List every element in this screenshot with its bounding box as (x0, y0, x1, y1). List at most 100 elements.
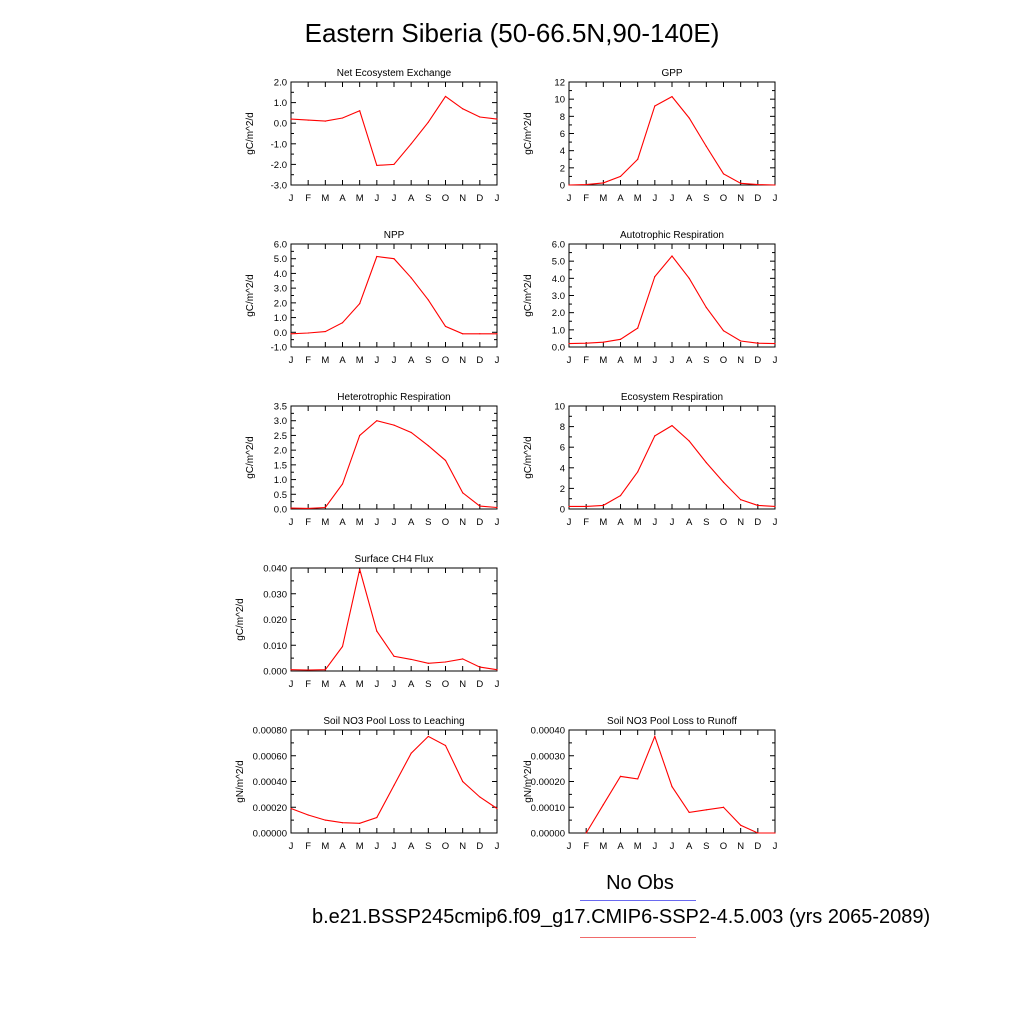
x-tick-label: N (737, 841, 744, 852)
data-point (359, 434, 361, 437)
data-point (637, 778, 639, 780)
data-point (619, 775, 622, 777)
x-tick-label: A (339, 355, 346, 366)
y-tick-label: 4.0 (552, 274, 565, 285)
y-tick-label: 3.5 (274, 402, 287, 413)
data-point (462, 780, 464, 783)
data-point (619, 175, 622, 178)
data-point (462, 333, 464, 335)
panel-title: Surface CH4 Flux (355, 554, 434, 565)
data-point (585, 505, 587, 508)
y-tick-label: 3.0 (274, 284, 287, 295)
y-tick-label: -1.0 (271, 343, 287, 354)
y-tick-label: 4 (560, 463, 565, 474)
data-point (688, 440, 690, 442)
data-point (410, 658, 412, 661)
x-tick-label: J (289, 355, 294, 366)
data-point (774, 342, 776, 345)
data-point (427, 662, 429, 664)
y-axis-label: gN/m^2/d (523, 760, 534, 803)
y-tick-label: 1.5 (274, 460, 287, 471)
x-tick-label: J (652, 517, 657, 528)
data-point (359, 302, 361, 305)
x-tick-label: A (686, 355, 693, 366)
x-tick-label: M (356, 679, 364, 690)
y-tick-label: 0.010 (263, 641, 287, 652)
x-tick-label: J (773, 841, 778, 852)
data-point (376, 255, 378, 258)
plot-frame (290, 405, 498, 510)
y-tick-label: 0.00080 (253, 726, 287, 737)
x-tick-label: J (374, 679, 379, 690)
x-tick-label: F (583, 841, 589, 852)
x-tick-label: N (459, 841, 466, 852)
x-tick-label: J (289, 841, 294, 852)
y-tick-label: 0.020 (263, 615, 287, 626)
x-tick-label: J (773, 355, 778, 366)
y-tick-label: 0.00040 (531, 726, 565, 737)
data-point (688, 811, 690, 814)
x-tick-label: M (356, 517, 364, 528)
x-tick-label: A (408, 517, 415, 528)
y-tick-label: 8 (560, 422, 565, 433)
y-tick-label: 0.00030 (531, 751, 565, 762)
x-tick-label: M (321, 355, 329, 366)
y-tick-label: 8 (560, 112, 565, 123)
x-tick-label: N (737, 355, 744, 366)
x-tick-label: D (754, 517, 761, 528)
x-tick-label: J (495, 517, 500, 528)
data-point (410, 431, 412, 434)
y-tick-label: 3.0 (274, 416, 287, 427)
data-point (602, 504, 604, 506)
x-tick-label: A (339, 841, 346, 852)
y-tick-label: 2.0 (552, 308, 565, 319)
y-axis-label: gC/m^2/d (523, 112, 534, 155)
data-point (359, 110, 361, 112)
data-point (462, 658, 464, 660)
x-tick-label: M (599, 517, 607, 528)
legend-obs-label: No Obs (606, 872, 674, 894)
y-tick-label: 0.040 (263, 564, 287, 575)
data-point (427, 735, 429, 738)
x-tick-label: J (670, 841, 675, 852)
x-tick-label: O (720, 355, 727, 366)
x-tick-label: D (476, 517, 483, 528)
x-tick-label: J (392, 193, 397, 204)
y-tick-label: 1.0 (274, 475, 287, 486)
y-tick-label: 0.00020 (531, 777, 565, 788)
data-point (324, 330, 326, 333)
data-point (496, 669, 498, 671)
x-tick-label: A (408, 679, 415, 690)
data-point (393, 655, 395, 657)
x-tick-label: J (495, 193, 500, 204)
x-tick-label: M (634, 841, 642, 852)
x-tick-label: N (737, 517, 744, 528)
x-tick-label: A (617, 517, 624, 528)
x-tick-label: M (321, 841, 329, 852)
data-point (393, 784, 395, 786)
data-point (376, 816, 378, 819)
x-tick-label: O (442, 355, 449, 366)
data-point (462, 108, 464, 110)
data-point (740, 824, 742, 826)
data-point (307, 507, 309, 510)
x-tick-label: A (617, 841, 624, 852)
data-point (602, 804, 604, 806)
data-point (722, 481, 725, 483)
x-tick-label: M (634, 517, 642, 528)
data-point (444, 744, 447, 747)
data-point (427, 299, 429, 301)
x-tick-label: F (583, 355, 589, 366)
y-tick-label: 4.0 (274, 269, 287, 280)
data-point (376, 420, 378, 422)
data-point (410, 277, 412, 279)
x-tick-label: J (567, 193, 572, 204)
x-tick-label: F (305, 517, 311, 528)
legend-case-line (580, 937, 696, 938)
data-point (324, 120, 326, 122)
data-point (722, 330, 725, 332)
y-tick-label: 6.0 (552, 240, 565, 251)
x-tick-label: A (686, 193, 693, 204)
data-point (757, 832, 759, 834)
